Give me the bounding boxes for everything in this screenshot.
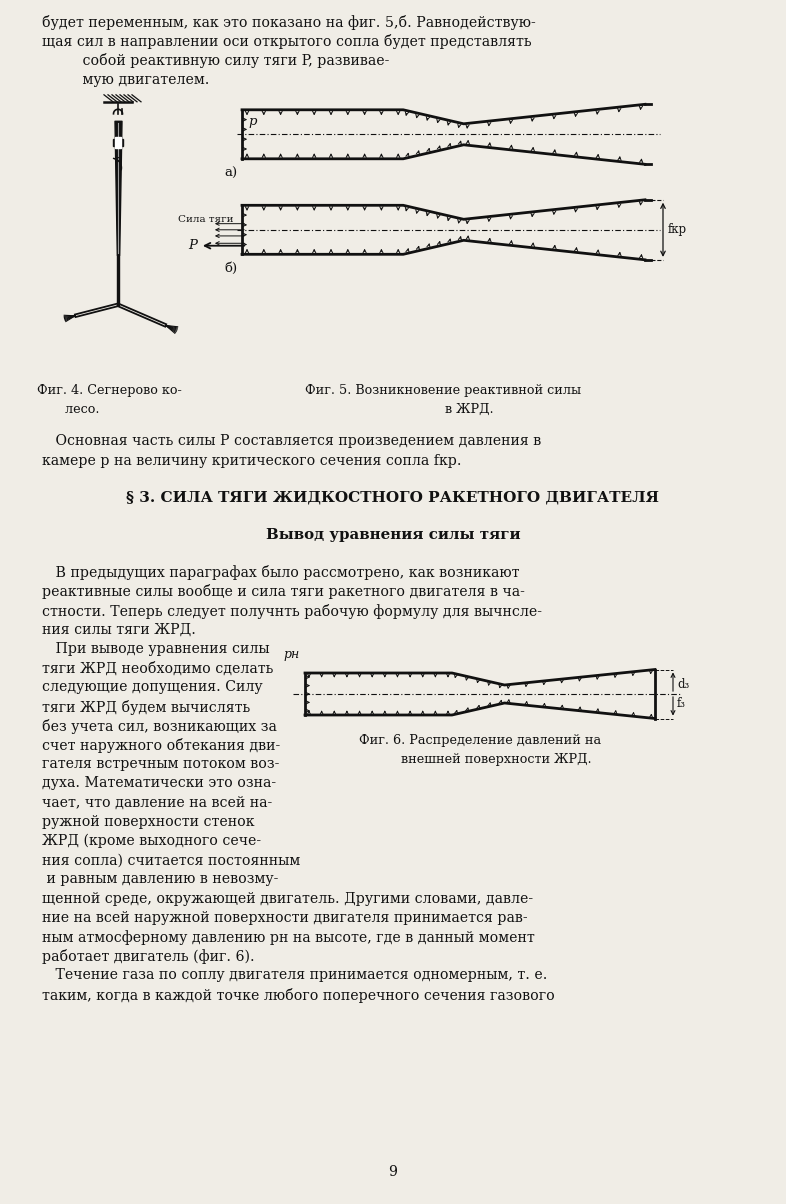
Text: внешней поверхности ЖРД.: внешней поверхности ЖРД. [369,752,591,766]
Text: в ЖРД.: в ЖРД. [393,403,494,417]
Text: Сила тяги: Сила тяги [178,216,234,224]
Text: p: p [248,116,256,129]
Text: ния силы тяги ЖРД.: ния силы тяги ЖРД. [42,622,196,637]
Text: ным атмосферному давлению pн на высоте, где в данный момент: ным атмосферному давлению pн на высоте, … [42,929,534,945]
Text: тяги ЖРД необходимо сделать: тяги ЖРД необходимо сделать [42,661,274,675]
Text: ружной поверхности стенок: ружной поверхности стенок [42,815,255,828]
Text: Вывод уравнения силы тяги: Вывод уравнения силы тяги [266,529,520,542]
Text: ния сопла) считается постоянным: ния сопла) считается постоянным [42,854,300,867]
Text: P: P [188,240,197,252]
Text: Фиг. 6. Распределение давлений на: Фиг. 6. Распределение давлений на [359,733,601,746]
Text: следующие допущения. Силу: следующие допущения. Силу [42,680,263,695]
Text: духа. Математически это озна-: духа. Математически это озна- [42,777,276,790]
Text: будет переменным, как это показано на фиг. 5,б. Равнодействую-: будет переменным, как это показано на фи… [42,14,536,30]
Bar [113,140,123,147]
Text: тяги ЖРД будем вычислять: тяги ЖРД будем вычислять [42,700,250,715]
Text: и равным давлению в невозму-: и равным давлению в невозму- [42,873,278,886]
Bar [115,137,121,148]
Text: гателя встречным потоком воз-: гателя встречным потоком воз- [42,757,279,772]
Text: Фиг. 4. Сегнерово ко-: Фиг. 4. Сегнерово ко- [37,384,182,397]
Text: pн: pн [284,648,300,661]
Text: § 3. СИЛА ТЯГИ ЖИДКОСТНОГО РАКЕТНОГО ДВИГАТЕЛЯ: § 3. СИЛА ТЯГИ ЖИДКОСТНОГО РАКЕТНОГО ДВИ… [127,491,659,504]
Text: чает, что давление на всей на-: чает, что давление на всей на- [42,796,272,809]
Text: лесо.: лесо. [37,403,100,417]
Text: собой реактивную силу тяги P, развивае-: собой реактивную силу тяги P, развивае- [42,53,389,69]
Text: Фиг. 5. Возникновение реактивной силы: Фиг. 5. Возникновение реактивной силы [306,384,582,397]
Text: без учета сил, возникающих за: без учета сил, возникающих за [42,719,277,733]
Text: щая сил в направлении оси открытого сопла будет представлять: щая сил в направлении оси открытого сопл… [42,34,531,49]
Text: fкр: fкр [668,223,687,236]
Text: мую двигателем.: мую двигателем. [42,72,209,87]
Text: ние на всей наружной поверхности двигателя принимается рав-: ние на всей наружной поверхности двигате… [42,910,527,925]
Text: счет наружного обтекания дви-: счет наружного обтекания дви- [42,738,281,752]
Text: d₃: d₃ [677,678,689,691]
Text: f₃: f₃ [677,697,686,710]
Text: а): а) [224,167,237,179]
Text: Течение газа по соплу двигателя принимается одномерным, т. е.: Течение газа по соплу двигателя принимае… [42,968,547,982]
Text: При выводе уравнения силы: При выводе уравнения силы [42,642,270,656]
Text: реактивные силы вообще и сила тяги ракетного двигателя в ча-: реактивные силы вообще и сила тяги ракет… [42,584,525,600]
Text: работает двигатель (фиг. 6).: работает двигатель (фиг. 6). [42,949,255,964]
Text: стности. Теперь следует получнть рабочую формулу для вычнсле-: стности. Теперь следует получнть рабочую… [42,603,542,619]
Text: ЖРД (кроме выходного сече-: ЖРД (кроме выходного сече- [42,834,261,849]
Text: 9: 9 [388,1165,398,1179]
Text: таким, когда в каждой точке любого поперечного сечения газового: таким, когда в каждой точке любого попер… [42,987,555,1003]
Text: Основная часть силы P составляется произведением давления в: Основная часть силы P составляется произ… [42,435,542,448]
Text: б): б) [224,262,237,276]
Text: В предыдущих параграфах было рассмотрено, как возникают: В предыдущих параграфах было рассмотрено… [42,565,520,580]
Text: камере p на величину критического сечения сопла fкр.: камере p на величину критического сечени… [42,454,461,467]
Text: щенной среде, окружающей двигатель. Другими словами, давле-: щенной среде, окружающей двигатель. Друг… [42,892,533,905]
